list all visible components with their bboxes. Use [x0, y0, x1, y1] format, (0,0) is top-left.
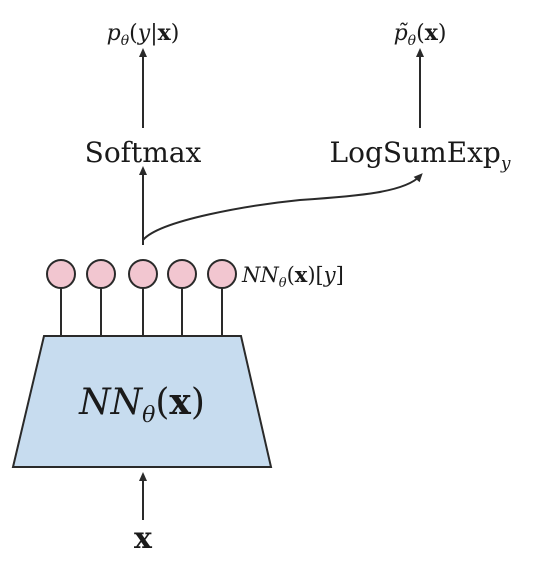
- output-label-left: pθ(y|x): [107, 20, 180, 49]
- output-node-1: [46, 259, 76, 289]
- output-node-stems: [60, 288, 223, 336]
- output-nodes: [46, 259, 237, 289]
- output-node-4: [167, 259, 197, 289]
- network-block: [11, 335, 273, 468]
- softmax-label: Softmax: [85, 136, 202, 169]
- output-label-right: p̃θ(x): [394, 20, 447, 49]
- logsumexp-main: LogSumExp: [330, 136, 501, 169]
- output-node-3: [128, 259, 158, 289]
- output-node-2: [86, 259, 116, 289]
- input-label: x: [134, 521, 153, 556]
- logits-to-logsumexp-arrow: [142, 173, 423, 241]
- output-node-5: [207, 259, 237, 289]
- logits-label: NNθ(x)[y]: [241, 262, 344, 291]
- logsumexp-label: LogSumExpy: [330, 136, 511, 174]
- network-label: NNθ(x): [78, 381, 205, 428]
- logsumexp-subscript: y: [500, 154, 511, 174]
